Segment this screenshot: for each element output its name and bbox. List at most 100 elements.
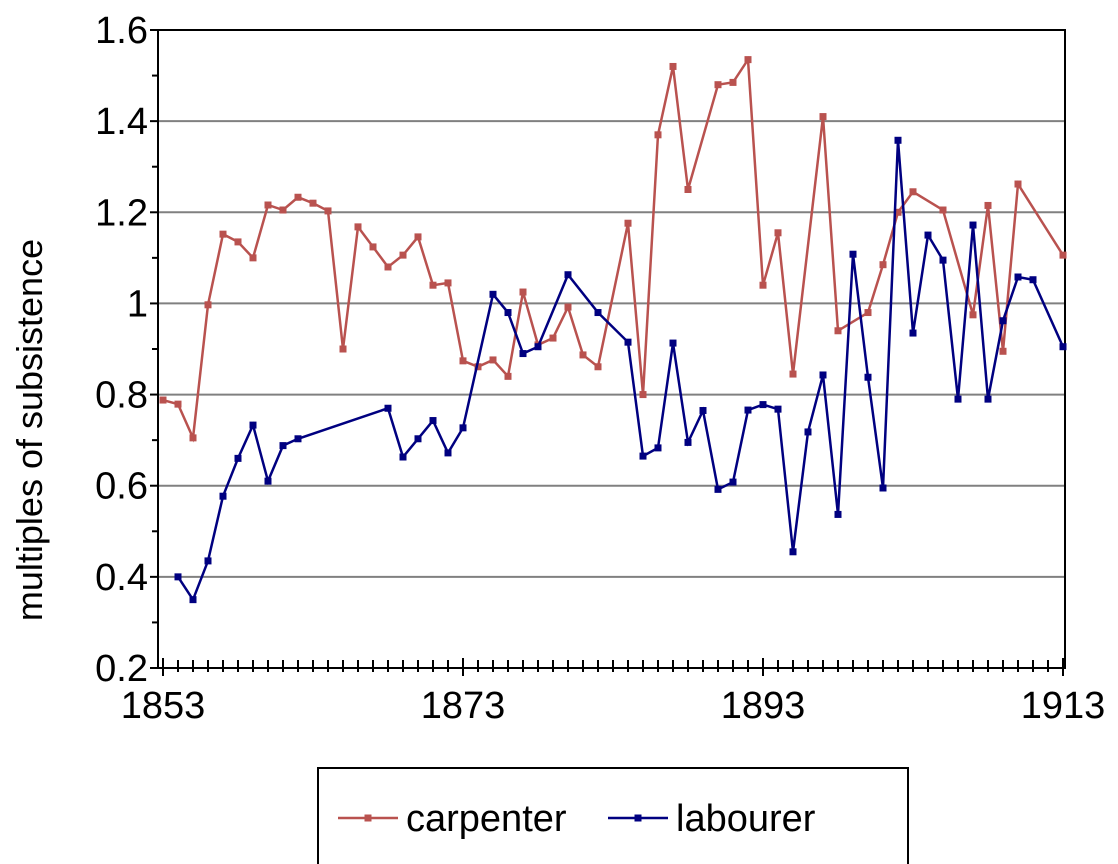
data-point [249, 421, 257, 429]
data-point [729, 78, 737, 86]
y-tick-label: 0.2 [95, 648, 148, 690]
data-point [414, 435, 422, 443]
data-point [1014, 180, 1022, 188]
data-point [504, 372, 512, 380]
data-point [654, 131, 662, 139]
data-point [834, 327, 842, 335]
data-point [174, 400, 182, 408]
data-point [489, 356, 497, 364]
y-tick-label: 1.2 [95, 192, 148, 234]
x-tick-label: 1853 [121, 685, 206, 727]
series-line [176, 140, 1065, 603]
data-point [159, 396, 167, 404]
data-point [399, 251, 407, 259]
data-point [249, 254, 257, 262]
data-point [879, 261, 887, 269]
legend-label: labourer [676, 798, 816, 840]
data-point [939, 256, 947, 264]
y-tick-label: 0.6 [95, 466, 148, 508]
data-point [429, 281, 437, 289]
data-point [579, 351, 587, 359]
x-tick-label: 1913 [1021, 685, 1106, 727]
data-point [1014, 273, 1022, 281]
data-point [819, 371, 827, 379]
data-point [219, 492, 227, 500]
data-point [354, 223, 362, 231]
data-point [204, 557, 212, 565]
y-tick-label: 1.6 [95, 10, 148, 52]
data-point [789, 370, 797, 378]
data-point [849, 250, 857, 258]
data-point [819, 113, 827, 121]
y-axis-label: multiples of subsistence [9, 239, 50, 621]
data-point [744, 406, 752, 414]
data-point [489, 290, 497, 298]
data-point [564, 271, 572, 279]
data-point [984, 395, 992, 403]
data-point [804, 428, 812, 436]
data-point [549, 334, 557, 342]
data-point [954, 395, 962, 403]
data-point [684, 186, 692, 193]
y-tick-label: 0.8 [95, 375, 148, 417]
y-tick-label: 0.4 [95, 557, 148, 599]
data-point [594, 309, 602, 317]
data-point [1059, 343, 1067, 351]
data-point [309, 199, 317, 207]
plot-frame [157, 29, 1066, 669]
data-point [279, 442, 287, 450]
data-point [774, 229, 782, 237]
data-point [339, 345, 347, 353]
data-point [624, 338, 632, 346]
data-point [1029, 276, 1037, 284]
data-point [519, 288, 527, 296]
data-point [879, 484, 887, 492]
data-point [414, 233, 422, 241]
data-point [1059, 251, 1067, 259]
data-point [834, 510, 842, 518]
series-line [162, 55, 1065, 443]
data-point [384, 263, 392, 271]
data-point [294, 193, 302, 201]
data-point [429, 417, 437, 425]
y-tick-label: 1.4 [95, 101, 148, 143]
data-point [279, 206, 287, 214]
x-tick-label: 1873 [421, 685, 506, 727]
data-point [864, 309, 872, 317]
legend-marker [364, 814, 372, 822]
data-point [699, 407, 707, 415]
data-point [639, 391, 647, 399]
data-point [639, 452, 647, 460]
data-point [399, 453, 407, 461]
data-point [969, 311, 977, 319]
data-point [294, 435, 302, 443]
data-point [939, 206, 947, 214]
y-tick-label: 1 [127, 283, 148, 325]
data-point [324, 207, 332, 215]
data-point [669, 339, 677, 347]
data-point [234, 454, 242, 462]
data-point [684, 438, 692, 446]
data-point [969, 221, 977, 229]
legend-entry: carpenter [338, 798, 567, 840]
data-point [714, 81, 722, 89]
data-point [669, 62, 677, 70]
data-point [204, 301, 212, 309]
legend-label: carpenter [406, 798, 567, 840]
data-point [519, 350, 527, 358]
data-point [189, 596, 197, 604]
data-point [654, 444, 662, 452]
data-point [909, 329, 917, 337]
data-point [219, 230, 227, 238]
data-point [384, 404, 392, 412]
data-point [714, 485, 722, 493]
data-point [984, 201, 992, 209]
data-point [189, 434, 197, 442]
data-point [999, 317, 1007, 325]
x-tick-label: 1893 [721, 685, 806, 727]
legend-entry: labourer [608, 798, 816, 840]
data-point [759, 281, 767, 289]
data-point [504, 309, 512, 317]
data-point [444, 279, 452, 287]
